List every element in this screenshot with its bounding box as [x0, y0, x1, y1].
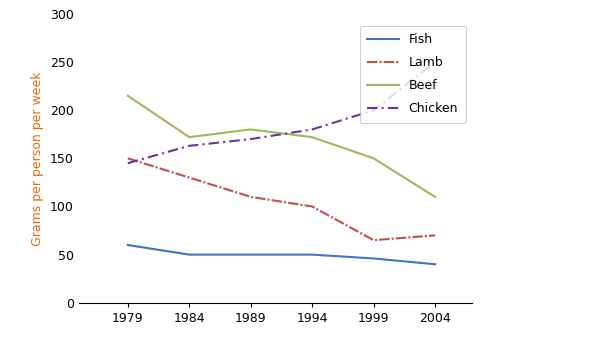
Legend: Fish, Lamb, Beef, Chicken: Fish, Lamb, Beef, Chicken	[360, 26, 466, 123]
Y-axis label: Grams per person per week: Grams per person per week	[31, 71, 44, 246]
